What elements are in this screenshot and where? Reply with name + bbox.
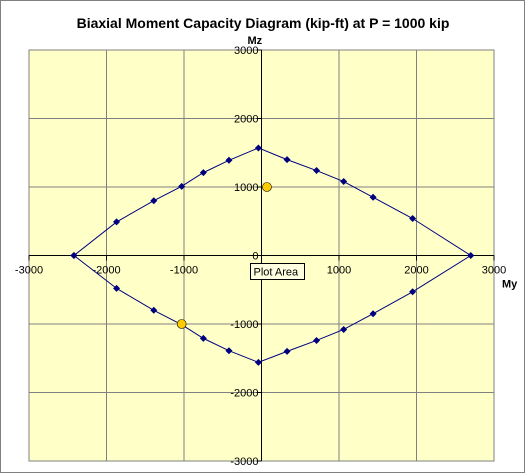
load-point[interactable] [262,182,272,192]
plot-area-tooltip: Plot Area [250,263,305,280]
data-point-diamond[interactable] [199,169,207,177]
data-point-diamond[interactable] [225,347,233,355]
data-point-diamond[interactable] [409,215,417,223]
x-axis-label: My [502,279,518,291]
x-tick-label: 3000 [482,265,506,277]
x-tick-label: -1000 [170,265,198,277]
x-tick-label: 2000 [404,265,428,277]
axes [28,49,495,462]
y-tick-label: 0 [252,251,258,263]
x-tick-label: -2000 [92,265,120,277]
data-point-diamond[interactable] [369,193,377,201]
y-tick-label: 2000 [234,114,258,126]
data-point-diamond[interactable] [254,144,262,152]
x-tick-label: 1000 [327,265,351,277]
y-tick-labels: 3000 2000 1000 0 -1000 -2000 -3000 [230,45,258,468]
y-tick-label: -1000 [230,319,258,331]
load-point[interactable] [176,319,187,329]
data-point-diamond[interactable] [340,325,348,333]
data-point-diamond[interactable] [313,167,321,175]
data-point-diamond[interactable] [467,252,475,259]
data-point-diamond[interactable] [113,284,121,292]
data-point-diamond[interactable] [283,156,291,164]
series-layer[interactable] [70,144,475,366]
tooltip-box [250,263,305,280]
y-tick-label: -2000 [230,388,258,400]
y-tick-label: 3000 [234,45,258,57]
data-point-diamond[interactable] [283,347,291,355]
tooltip-text: Plot Area [254,267,300,279]
y-axis-label: Mz [248,35,263,47]
data-point-diamond[interactable] [409,288,417,296]
data-point-diamond[interactable] [369,310,377,318]
y-tick-label: 1000 [234,182,258,194]
data-point-diamond[interactable] [225,156,233,164]
y-tick-label: -3000 [230,456,258,468]
data-point-diamond[interactable] [113,218,121,226]
data-point-diamond[interactable] [340,178,348,186]
chart-title: Biaxial Moment Capacity Diagram (kip-ft)… [77,15,450,31]
data-point-diamond[interactable] [150,306,158,314]
data-point-diamond[interactable] [150,197,158,205]
data-point-diamond[interactable] [199,334,207,342]
data-point-diamond[interactable] [254,358,262,366]
x-tick-label: -3000 [15,265,43,277]
data-point-diamond[interactable] [313,336,321,344]
data-point-diamond[interactable] [178,182,186,190]
data-point-diamond[interactable] [70,252,78,259]
